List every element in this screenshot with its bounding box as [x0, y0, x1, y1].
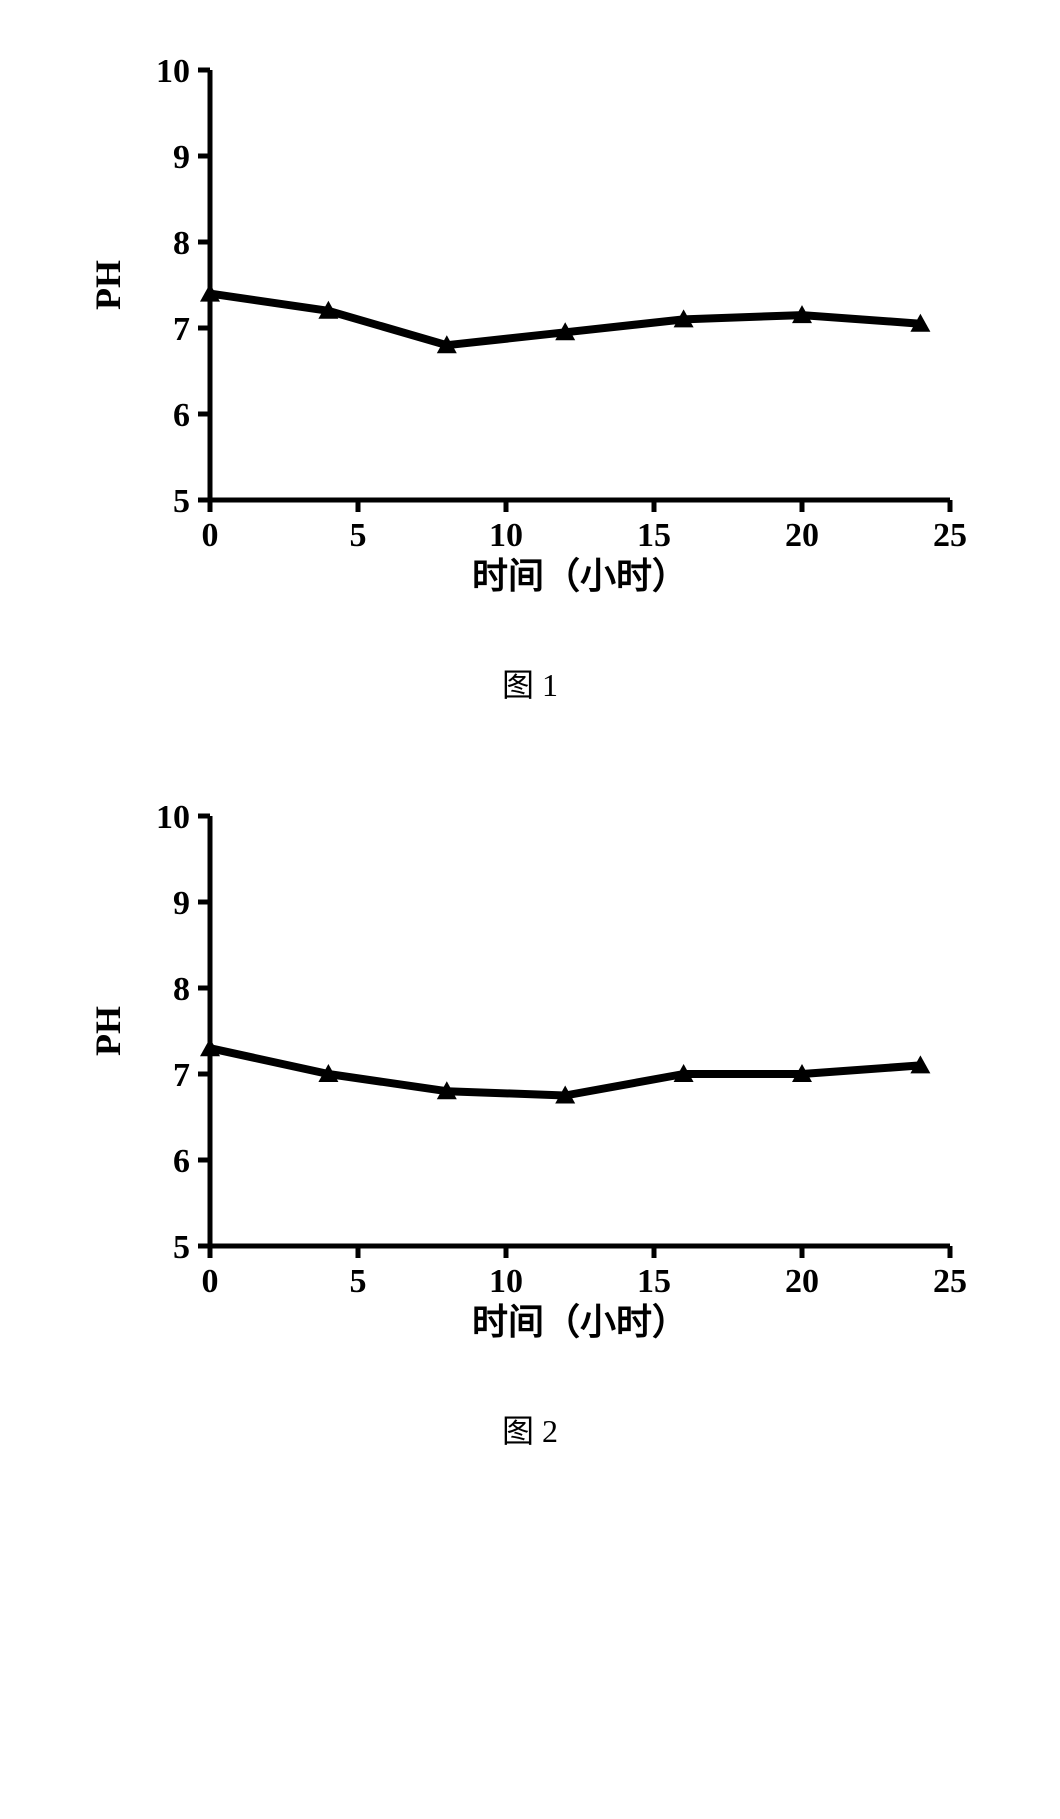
svg-text:5: 5	[350, 517, 367, 554]
chart-2-svg: 56789100510152025PH时间（小时）	[80, 786, 980, 1346]
svg-text:15: 15	[637, 517, 671, 554]
figure-2-caption: 图 2	[40, 1406, 1020, 1452]
svg-text:10: 10	[156, 53, 190, 90]
svg-text:10: 10	[489, 517, 523, 554]
svg-text:10: 10	[156, 799, 190, 836]
figure-1-block: 56789100510152025PH时间（小时） 图 1	[40, 40, 1020, 706]
svg-text:20: 20	[785, 1263, 819, 1300]
figure-1-caption: 图 1	[40, 660, 1020, 706]
svg-text:8: 8	[173, 971, 190, 1008]
svg-text:9: 9	[173, 885, 190, 922]
svg-text:0: 0	[202, 517, 219, 554]
svg-text:15: 15	[637, 1263, 671, 1300]
svg-text:7: 7	[173, 1057, 190, 1094]
chart-2: 56789100510152025PH时间（小时）	[80, 786, 980, 1346]
svg-text:5: 5	[173, 1229, 190, 1266]
svg-text:10: 10	[489, 1263, 523, 1300]
svg-text:PH: PH	[88, 1006, 128, 1056]
svg-text:0: 0	[202, 1263, 219, 1300]
svg-text:20: 20	[785, 517, 819, 554]
svg-text:8: 8	[173, 225, 190, 262]
svg-text:25: 25	[933, 517, 967, 554]
svg-text:5: 5	[350, 1263, 367, 1300]
svg-text:PH: PH	[88, 260, 128, 310]
svg-text:6: 6	[173, 397, 190, 434]
svg-text:时间（小时）: 时间（小时）	[472, 1301, 688, 1342]
svg-text:5: 5	[173, 483, 190, 520]
figure-2-block: 56789100510152025PH时间（小时） 图 2	[40, 786, 1020, 1452]
chart-1-svg: 56789100510152025PH时间（小时）	[80, 40, 980, 600]
svg-text:7: 7	[173, 311, 190, 348]
svg-text:时间（小时）: 时间（小时）	[472, 555, 688, 596]
svg-text:9: 9	[173, 139, 190, 176]
svg-text:25: 25	[933, 1263, 967, 1300]
chart-1: 56789100510152025PH时间（小时）	[80, 40, 980, 600]
svg-text:6: 6	[173, 1143, 190, 1180]
